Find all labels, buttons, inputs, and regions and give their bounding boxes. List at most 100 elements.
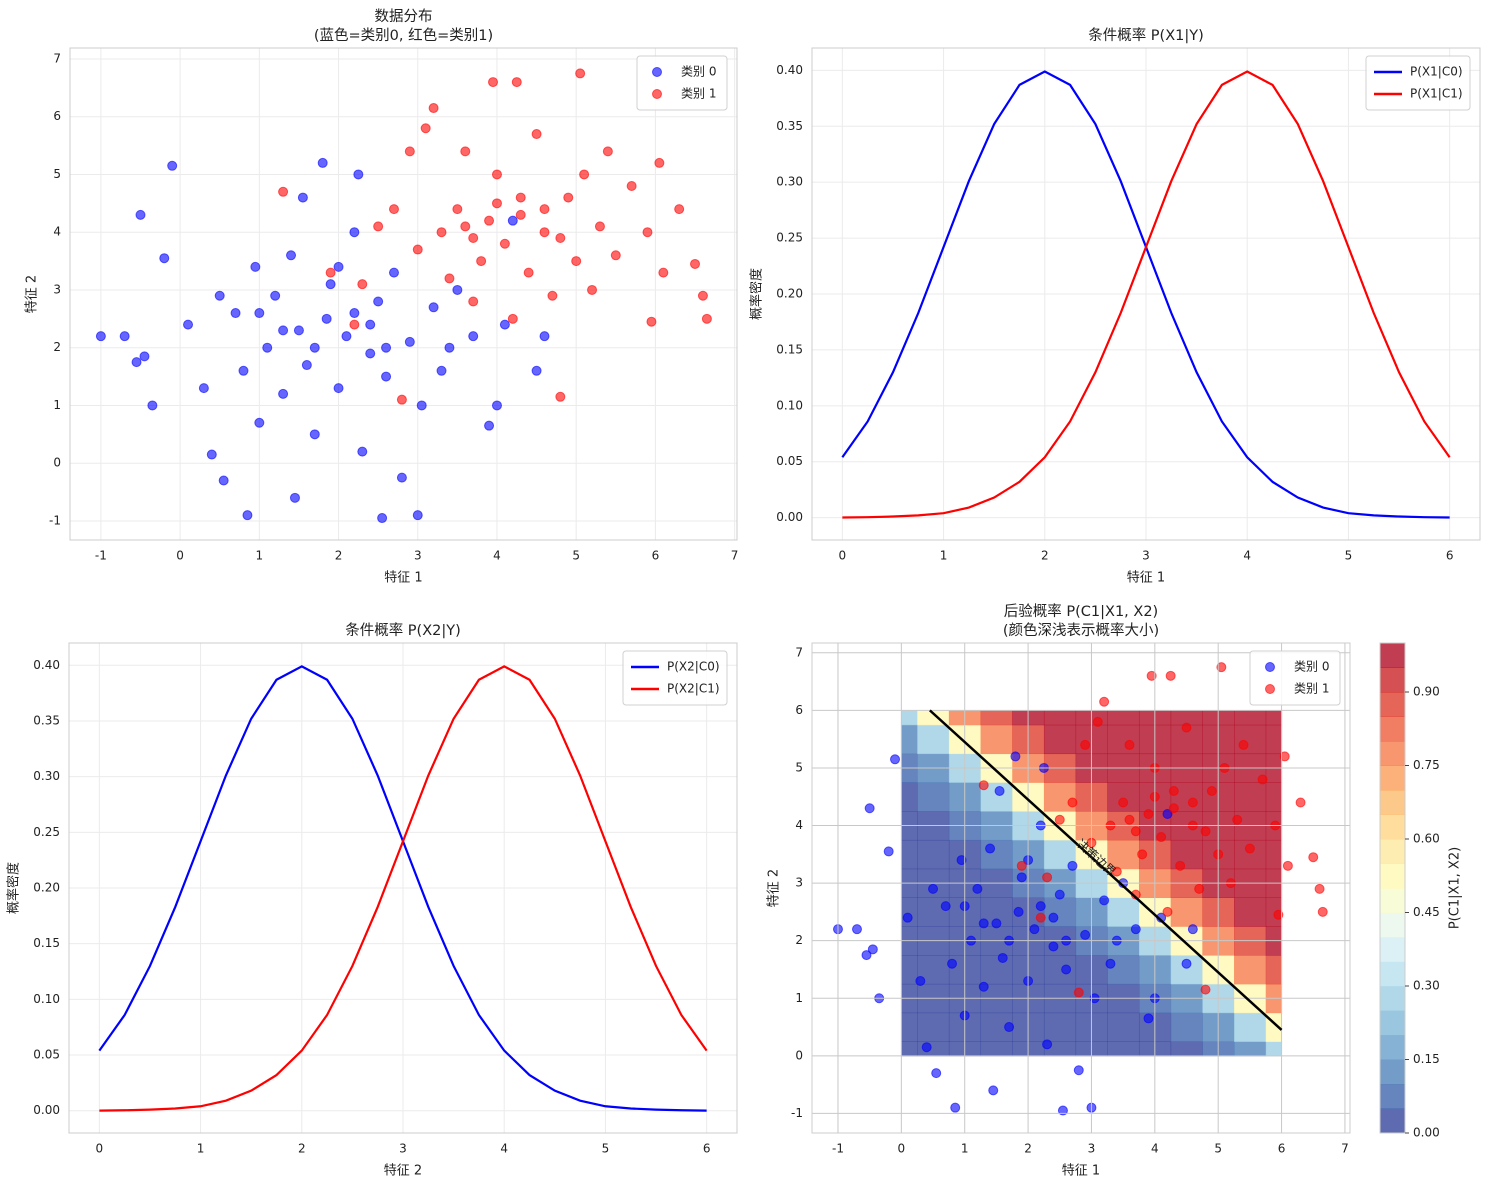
subplot: 类别 0 类别 1 -1 0 1 2 3 4 5 6 7 -1 0 1 2 3 4 5 6 7 数据分布 (蓝色=类别0,… <box>25 8 739 586</box>
scatter-point <box>131 357 142 368</box>
colorbar-tick-label: 0.00 <box>1413 1126 1440 1140</box>
colorbar-band <box>1380 741 1405 766</box>
plot-frame <box>68 642 738 1134</box>
y-tick-label: 0.25 <box>776 231 803 245</box>
scatter-point <box>488 77 499 88</box>
overlay: P(X1|C0) P(X1|C1) <box>1365 55 1471 111</box>
contour-cell <box>901 724 918 755</box>
contour-cell <box>980 724 1013 755</box>
legend-swatch <box>1265 684 1275 694</box>
scatter-point <box>646 316 657 327</box>
scatter-point <box>278 325 289 336</box>
legend-swatch <box>652 89 662 99</box>
colorbar-band <box>1380 839 1405 864</box>
y-tick-label: 3 <box>795 876 803 890</box>
contour-cell <box>1234 710 1267 726</box>
y-tick-label: 0.15 <box>33 936 60 950</box>
scatter-point <box>1013 906 1024 917</box>
colorbar-tick-label: 0.90 <box>1413 685 1440 699</box>
contour-cell <box>1107 1012 1140 1042</box>
scatter-point <box>309 342 320 353</box>
contour-cell <box>1170 897 1203 927</box>
scatter-point <box>289 492 300 503</box>
x-tick-label: 6 <box>652 549 660 563</box>
scatter-point <box>1061 964 1072 975</box>
scatter-point <box>1282 860 1293 871</box>
y-axis-label: 概率密度 <box>749 268 765 320</box>
contour-cell <box>901 782 918 812</box>
contour-cell <box>1043 1012 1077 1042</box>
scatter-point <box>278 186 289 197</box>
scatter-point <box>388 204 399 215</box>
contour-cell <box>1234 1012 1267 1042</box>
contour-cell <box>1265 724 1283 755</box>
plot-content <box>98 665 708 1112</box>
scatter-point <box>1187 797 1198 808</box>
scatter-point <box>674 204 685 215</box>
scatter-point <box>867 944 878 955</box>
scatter-point <box>978 780 989 791</box>
contour-cell <box>1170 1012 1203 1042</box>
overlay: 类别 0 类别 1 <box>636 55 728 111</box>
scatter-point <box>1295 797 1306 808</box>
scatter-point <box>159 253 170 264</box>
x-tick-label: 4 <box>1151 1142 1159 1156</box>
x-tick-label: -1 <box>832 1142 844 1156</box>
y-tick-label: 0.10 <box>776 398 803 412</box>
scatter-point <box>902 912 913 923</box>
scatter-point <box>1048 941 1059 952</box>
x-tick-label: 7 <box>1341 1142 1349 1156</box>
scatter-point <box>610 250 621 261</box>
y-tick-label: 7 <box>795 645 803 659</box>
legend-label: P(X1|C0) <box>1410 65 1463 79</box>
legend: P(X2|C0) P(X2|C1) <box>622 650 728 706</box>
legend-label: P(X2|C1) <box>667 682 720 696</box>
scatter-point <box>1010 751 1021 762</box>
y-tick-label: 6 <box>795 703 803 717</box>
scatter-point <box>321 313 332 324</box>
scatter-point <box>851 924 862 935</box>
contour-cell <box>1170 1041 1203 1057</box>
scatter-point <box>365 319 376 330</box>
x-tick-label: 2 <box>335 549 343 563</box>
x-tick-label: 7 <box>731 549 739 563</box>
scatter-point <box>1124 814 1135 825</box>
scatter-point <box>539 227 550 238</box>
contour-cell <box>1265 839 1283 870</box>
x-tick-label: 6 <box>1446 549 1454 563</box>
scatter-point <box>1130 924 1141 935</box>
colorbar-band <box>1380 814 1405 840</box>
scatter-point <box>230 308 241 319</box>
scatter-point <box>991 918 1002 929</box>
scatter-point <box>476 256 487 267</box>
scatter-point <box>416 400 427 411</box>
scatter-point <box>1187 924 1198 935</box>
scatter-point <box>1118 797 1129 808</box>
scatter-point <box>947 958 958 969</box>
x-tick-label: 5 <box>602 1142 610 1156</box>
scatter-point <box>1162 809 1173 820</box>
scatter-point <box>507 215 518 226</box>
x-tick-label: 0 <box>898 1142 906 1156</box>
scatter-point <box>1156 832 1167 843</box>
scatter-point <box>1273 909 1284 920</box>
x-tick-label: 1 <box>256 549 264 563</box>
scatter-point <box>994 785 1005 796</box>
scatter-point <box>1042 1039 1053 1050</box>
scatter-point <box>484 420 495 431</box>
scatter-point <box>396 472 407 483</box>
scatter-point <box>1099 696 1110 707</box>
scatter-point <box>531 365 542 376</box>
subplot: P(X1|C0) P(X1|C1) 0 1 2 3 4 5 6 0.00 0.05 0.10 0.15 0… <box>749 27 1481 586</box>
scatter-point <box>985 843 996 854</box>
scatter-point <box>444 273 455 284</box>
scatter-point <box>1054 889 1065 900</box>
y-tick-label: 2 <box>53 340 61 354</box>
scatter-point <box>915 975 926 986</box>
scatter-point <box>972 883 983 894</box>
colorbar-tick-label: 0.30 <box>1413 979 1440 993</box>
chart-title: 后验概率 P(C1|X1, X2) <box>1004 603 1158 620</box>
contour-cell <box>917 724 950 755</box>
scatter-point <box>1073 1065 1084 1076</box>
scatter-point <box>1067 797 1078 808</box>
